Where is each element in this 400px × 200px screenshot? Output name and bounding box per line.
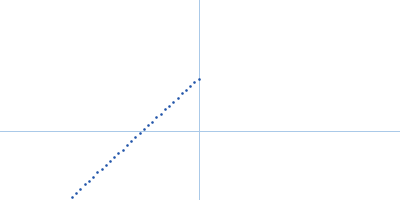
Point <box>111 156 118 159</box>
Point <box>187 84 194 87</box>
Point <box>141 127 147 130</box>
Point <box>77 187 84 191</box>
Point <box>128 140 134 143</box>
Point <box>145 124 151 127</box>
Point <box>174 96 181 99</box>
Point <box>82 183 88 186</box>
Point <box>115 151 122 155</box>
Point <box>170 101 176 104</box>
Point <box>73 191 80 194</box>
Point <box>90 176 96 179</box>
Point <box>136 132 143 135</box>
Point <box>196 77 202 80</box>
Point <box>98 167 105 170</box>
Point <box>191 80 198 84</box>
Point <box>179 92 185 95</box>
Point <box>132 136 138 139</box>
Point <box>124 143 130 147</box>
Point <box>120 148 126 151</box>
Point <box>69 196 75 199</box>
Point <box>94 171 100 174</box>
Point <box>103 163 109 166</box>
Point <box>149 120 156 123</box>
Point <box>162 108 168 111</box>
Point <box>183 88 189 91</box>
Point <box>158 112 164 116</box>
Point <box>107 160 113 163</box>
Point <box>86 179 92 183</box>
Point <box>166 105 172 108</box>
Point <box>153 115 160 119</box>
